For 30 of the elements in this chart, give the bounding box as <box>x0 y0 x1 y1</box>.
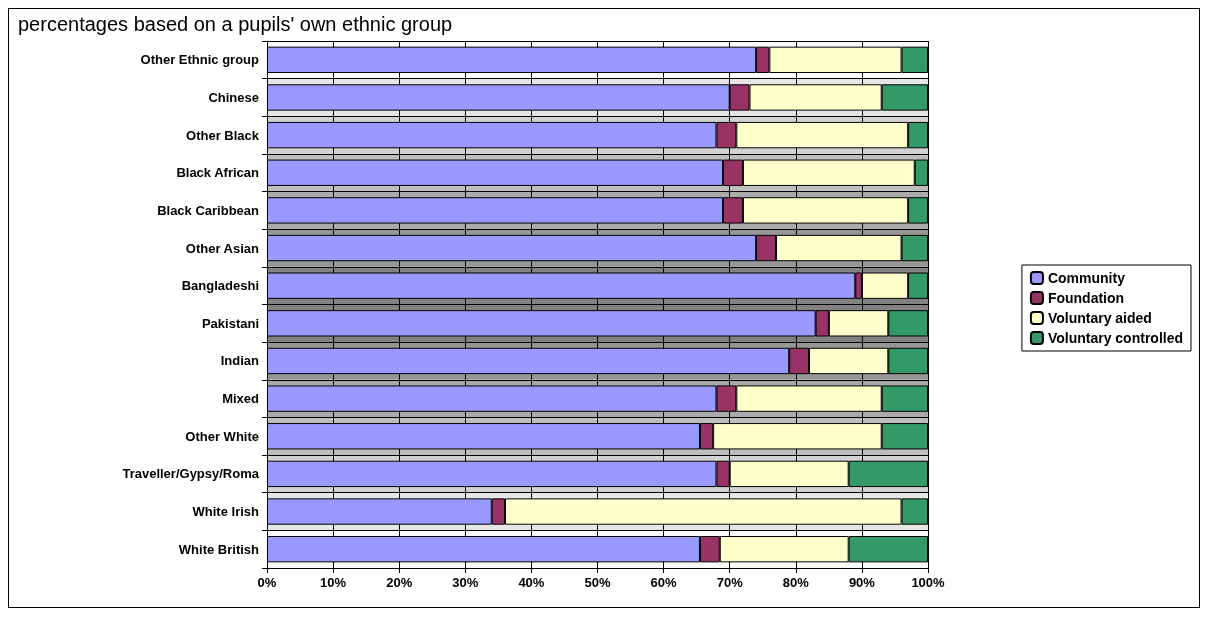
legend-label: Voluntary aided <box>1047 310 1152 326</box>
x-tick-label: 80% <box>782 575 810 590</box>
y-tick-label: Traveller/Gypsy/Roma <box>122 466 260 482</box>
y-tick-label: Other Asian <box>185 240 260 256</box>
y-tick-label: Other Ethnic group <box>140 52 260 68</box>
legend-label: Community <box>1047 270 1126 286</box>
y-tick-label: Indian <box>220 353 260 369</box>
y-tick-label: Other White <box>185 428 259 444</box>
y-tick-label: Other Black <box>186 127 260 143</box>
x-tick-label: 50% <box>584 575 611 590</box>
y-tick-label: White British <box>178 541 260 557</box>
y-tick-label: White Irish <box>192 504 260 520</box>
y-tick-label: Pakistani <box>201 315 259 331</box>
chart-title: percentages based on a pupils' own ethnic group <box>18 13 453 35</box>
x-tick-label: 40% <box>518 575 545 590</box>
legend-label: Foundation <box>1047 290 1125 306</box>
x-tick-label: 0% <box>257 575 277 590</box>
x-tick-label: 100% <box>911 575 946 590</box>
x-tick-label: 10% <box>320 575 347 590</box>
x-tick-label: 90% <box>848 575 876 590</box>
y-tick-label: Chinese <box>208 89 259 105</box>
y-tick-label: Black African <box>176 165 260 181</box>
x-tick-label: 70% <box>716 575 744 590</box>
y-tick-label: Black Caribbean <box>157 202 260 218</box>
x-tick-label: 20% <box>386 575 413 590</box>
legend-label: Voluntary controlled <box>1047 330 1184 346</box>
x-tick-label: 30% <box>452 575 479 590</box>
y-tick-label: Bangladeshi <box>181 278 259 294</box>
y-tick-label: Mixed <box>222 391 260 407</box>
x-tick-label: 60% <box>650 575 678 590</box>
